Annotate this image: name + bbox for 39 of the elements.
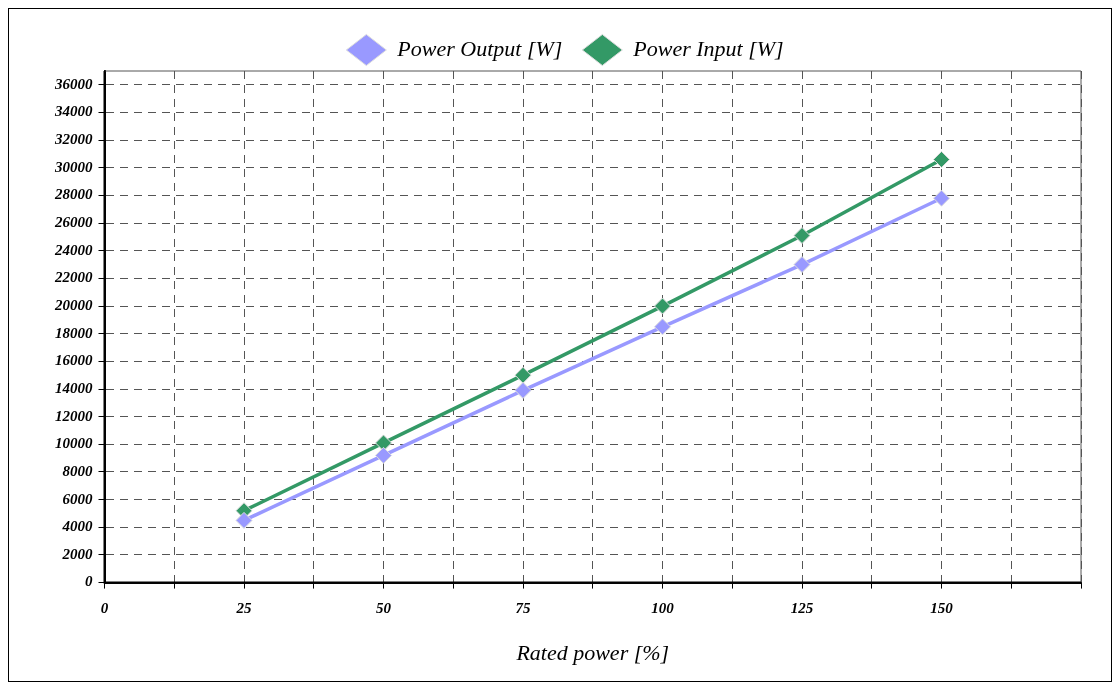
y-tick-label: 18000	[55, 324, 93, 341]
y-tick-label: 28000	[54, 186, 93, 203]
y-tick-label: 2000	[61, 545, 93, 562]
y-tick-label: 20000	[54, 296, 93, 313]
legend-label: Power Input [W]	[632, 35, 784, 61]
x-tick-label: 125	[790, 600, 814, 617]
point	[514, 366, 532, 384]
x-tick-label: 0	[100, 600, 109, 617]
y-tick-label: 36000	[54, 75, 93, 92]
point	[375, 446, 392, 464]
y-tick-label: 8000	[62, 462, 93, 479]
point	[514, 381, 532, 399]
y-tick-label: 16000	[55, 352, 93, 369]
point	[793, 256, 811, 274]
x-tick-label: 150	[930, 600, 954, 617]
y-tick-label: 32000	[54, 131, 93, 148]
point	[235, 511, 253, 529]
legend-label: Power Output [W]	[396, 35, 563, 61]
point	[793, 227, 811, 245]
point	[654, 318, 671, 336]
x-tick-label: 75	[515, 600, 531, 617]
y-tick-label: 30000	[54, 158, 93, 175]
y-tick-label: 24000	[54, 241, 93, 258]
x-tick-label: 100	[651, 600, 675, 617]
point	[933, 189, 950, 207]
x-tick-label: 50	[376, 600, 392, 617]
y-tick-label: 12000	[55, 407, 93, 424]
y-tick-label: 10000	[55, 435, 93, 452]
y-tick-label: 4000	[61, 518, 93, 535]
y-tick-label: 0	[85, 573, 93, 590]
y-tick-label: 6000	[62, 490, 93, 507]
y-tick-label: 14000	[55, 379, 93, 396]
y-tick-label: 26000	[54, 213, 93, 230]
x-tick-label: 25	[235, 600, 252, 617]
point	[654, 297, 671, 315]
x-axis-title: Rated power [%]	[515, 639, 670, 665]
y-tick-label: 34000	[54, 103, 93, 120]
point	[933, 150, 950, 168]
y-tick-label: 22000	[54, 269, 93, 286]
